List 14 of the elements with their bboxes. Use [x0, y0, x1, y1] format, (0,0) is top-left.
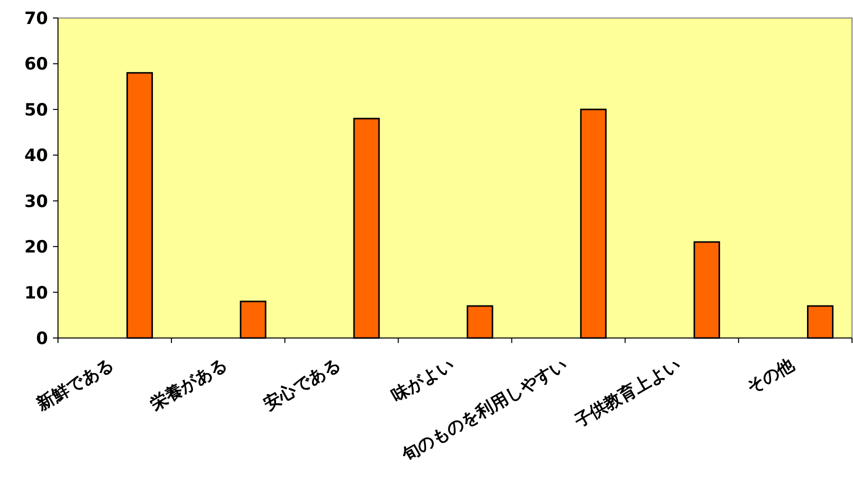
y-tick-label: 10: [24, 283, 48, 304]
x-tick-label: 新鮮である: [32, 355, 118, 416]
x-tick-label: 安心である: [260, 355, 344, 415]
y-tick-label: 70: [24, 9, 48, 29]
y-tick-label: 30: [24, 192, 48, 212]
x-tick-label: 栄養がある: [147, 355, 231, 415]
y-tick-label: 40: [24, 146, 48, 166]
x-tick-label: その他: [744, 354, 799, 398]
x-tick-label: 子供教育上よい: [570, 354, 684, 432]
y-tick-label: 60: [24, 54, 48, 75]
y-tick-label: 0: [36, 329, 48, 349]
y-tick-label: 20: [24, 238, 48, 258]
y-tick-label: 50: [24, 100, 48, 120]
x-tick-label: 味がよい: [388, 355, 458, 406]
